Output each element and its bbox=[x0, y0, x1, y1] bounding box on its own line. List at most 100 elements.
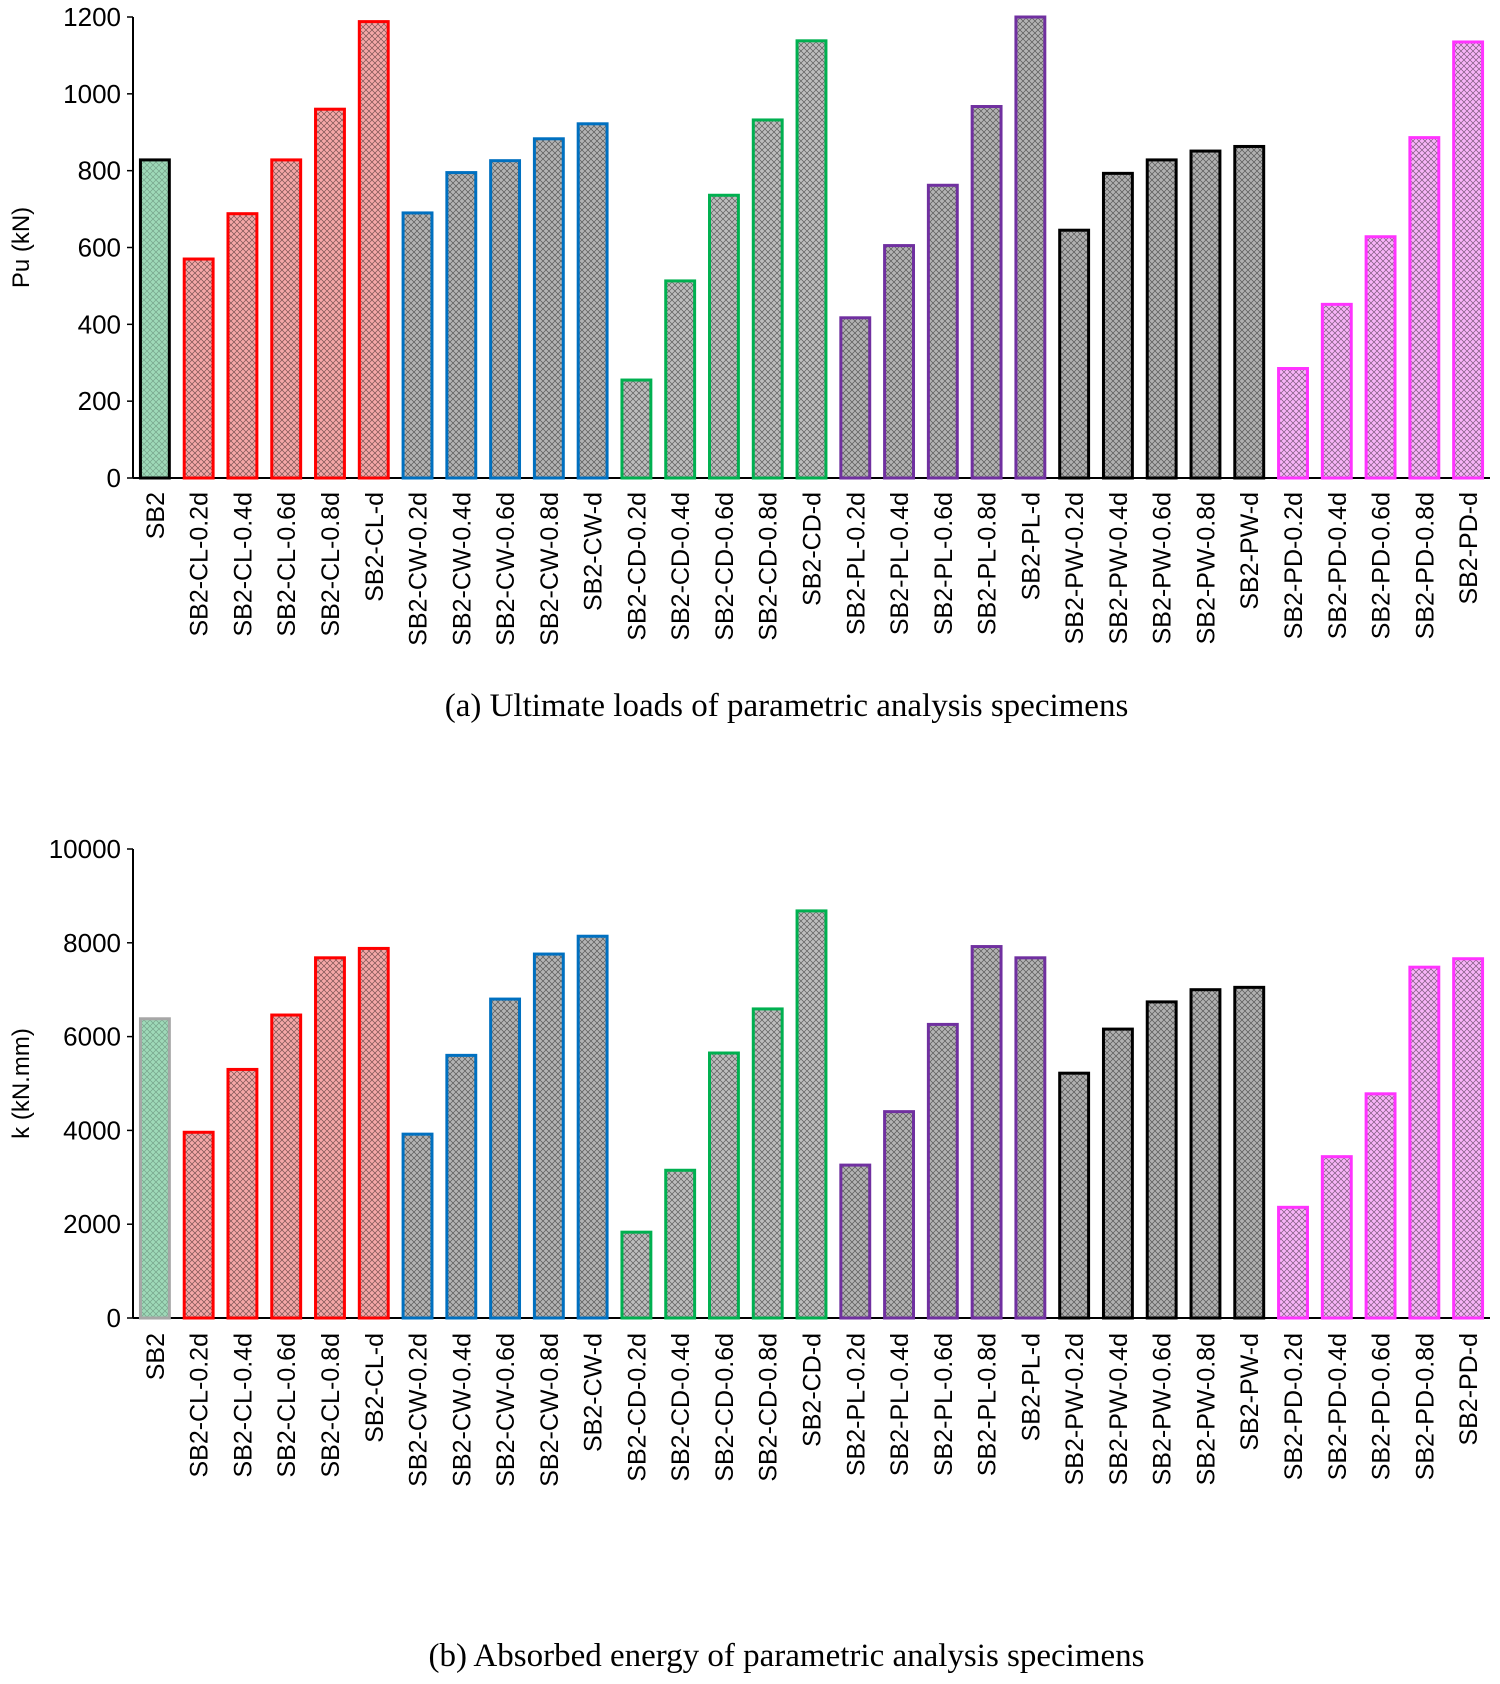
bar-sb2-cl-0_6d bbox=[270, 158, 303, 480]
x-tick-label: SB2-CW-0.4d bbox=[448, 1333, 476, 1487]
bar-sb2-pl-0_4d bbox=[883, 244, 915, 480]
bar-sb2-cw-d bbox=[576, 122, 609, 480]
x-tick-label: SB2-PW-d bbox=[1236, 492, 1264, 610]
x-tick-label: SB2-CL-0.6d bbox=[273, 492, 301, 637]
bar-sb2-pl-0_8d bbox=[970, 945, 1003, 1320]
x-tick-label: SB2-CD-0.8d bbox=[755, 492, 783, 641]
x-tick-label: SB2-PW-0.4d bbox=[1105, 1333, 1133, 1485]
bar-sb2-pw-d bbox=[1233, 144, 1266, 480]
bar-sb2 bbox=[138, 1017, 171, 1320]
x-tick-label: SB2-CL-0.8d bbox=[317, 492, 345, 637]
x-tick-label: SB2-PD-0.4d bbox=[1324, 492, 1352, 639]
x-tick-label: SB2-PD-0.2d bbox=[1280, 1333, 1308, 1480]
x-tick-label: SB2-PD-d bbox=[1455, 1333, 1483, 1446]
chart-caption: (b) Absorbed energy of parametric analys… bbox=[429, 1638, 1145, 1674]
bar-sb2-cw-0_6d bbox=[489, 159, 522, 480]
bar-sb2-pl-0_8d bbox=[970, 105, 1003, 480]
bar-sb2-cw-0_8d bbox=[532, 952, 565, 1320]
x-tick-label: SB2-CD-d bbox=[799, 492, 827, 606]
y-tick-label: 2000 bbox=[63, 1209, 121, 1239]
bar-sb2-cl-0_8d bbox=[314, 956, 346, 1320]
x-tick-label: SB2-PL-d bbox=[1017, 1333, 1045, 1441]
bar-sb2-cl-d bbox=[357, 20, 390, 480]
x-tick-label: SB2-PL-0.6d bbox=[930, 492, 958, 635]
x-tick-label: SB2-CD-d bbox=[799, 1333, 827, 1447]
y-axis-label: k (kN.mm) bbox=[8, 1028, 35, 1139]
x-tick-label: SB2-CW-0.2d bbox=[405, 1333, 433, 1487]
chart-caption: (a) Ultimate loads of parametric analysi… bbox=[445, 688, 1129, 724]
x-tick-label: SB2-CL-0.8d bbox=[317, 1333, 345, 1478]
x-tick-label: SB2-PL-0.4d bbox=[886, 1333, 914, 1476]
bar-sb2-cw-0_4d bbox=[445, 1053, 478, 1320]
y-tick-label: 0 bbox=[107, 463, 121, 493]
bar-sb2-pw-0_4d bbox=[1101, 171, 1134, 480]
x-tick-label: SB2-PD-0.6d bbox=[1368, 492, 1396, 639]
bar-sb2-pw-0_2d bbox=[1058, 1071, 1091, 1320]
x-tick-label: SB2-PW-0.6d bbox=[1149, 1333, 1177, 1485]
y-tick-label: 1000 bbox=[63, 79, 121, 109]
x-tick-label: SB2-PD-0.4d bbox=[1324, 1333, 1352, 1480]
x-tick-label: SB2-CL-0.4d bbox=[229, 1333, 257, 1478]
y-tick-label: 1200 bbox=[63, 2, 121, 32]
bar-sb2-cd-0_2d bbox=[620, 1230, 653, 1320]
x-tick-label: SB2-CD-0.6d bbox=[711, 1333, 739, 1482]
x-tick-label: SB2-PD-0.6d bbox=[1368, 1333, 1396, 1480]
bar-sb2-pd-d bbox=[1452, 40, 1485, 480]
x-tick-label: SB2-PW-0.4d bbox=[1105, 492, 1133, 644]
bar-sb2-cd-0_6d bbox=[708, 1051, 740, 1320]
x-tick-label: SB2-PL-0.6d bbox=[930, 1333, 958, 1476]
bar-sb2-pd-0_2d bbox=[1277, 1205, 1309, 1320]
bar-sb2-pl-0_2d bbox=[839, 316, 872, 480]
x-tick-label: SB2-PD-d bbox=[1455, 492, 1483, 605]
bar-sb2-cl-0_6d bbox=[270, 1013, 303, 1320]
x-tick-label: SB2-PW-d bbox=[1236, 1333, 1264, 1451]
x-tick-label: SB2-CD-0.4d bbox=[667, 492, 695, 641]
bar-sb2-cw-0_4d bbox=[445, 171, 478, 480]
bar-sb2-pw-0_8d bbox=[1189, 149, 1222, 480]
x-tick-label: SB2-CW-0.8d bbox=[536, 492, 564, 646]
x-tick-label: SB2 bbox=[142, 1333, 170, 1380]
bar-sb2-cl-0_2d bbox=[182, 257, 215, 480]
x-tick-label: SB2-CD-0.2d bbox=[623, 492, 651, 641]
bar-sb2-pw-0_6d bbox=[1145, 1000, 1178, 1320]
absorbed-energy-chart: 0 2000 4000 6000 8000 10000 k (kN.mm) SB2 SB2-CL… bbox=[8, 834, 1490, 1674]
x-tick-label: SB2-PL-d bbox=[1017, 492, 1045, 600]
y-tick-label: 400 bbox=[78, 309, 121, 339]
x-tick-label: SB2-CL-0.2d bbox=[186, 492, 214, 637]
x-tick-label: SB2-PD-0.2d bbox=[1280, 492, 1308, 639]
bar-sb2-cl-0_4d bbox=[226, 212, 259, 480]
y-tick-label: 10000 bbox=[49, 834, 121, 864]
bar-sb2-cd-0_2d bbox=[620, 378, 653, 480]
bar-sb2-cw-0_2d bbox=[401, 1132, 434, 1320]
ultimate-load-chart: 0 200 400 600 800 1000 1200 Pu (kN) SB2 SB2-CL-0.… bbox=[8, 2, 1490, 724]
x-tick-label: SB2-PW-0.8d bbox=[1192, 492, 1220, 644]
bar-sb2-pw-0_2d bbox=[1058, 228, 1091, 480]
bar-sb2-pd-0_8d bbox=[1408, 136, 1441, 480]
bar-sb2-pl-0_6d bbox=[926, 1022, 959, 1320]
x-tick-label: SB2-PL-0.2d bbox=[842, 492, 870, 635]
bar-sb2-cl-0_4d bbox=[226, 1067, 259, 1320]
bar-sb2-pd-0_4d bbox=[1320, 302, 1353, 480]
y-tick-label: 8000 bbox=[63, 928, 121, 958]
x-tick-label: SB2-CW-0.6d bbox=[492, 492, 520, 646]
x-tick-label: SB2-PD-0.8d bbox=[1411, 1333, 1439, 1480]
x-tick-label: SB2-PL-0.2d bbox=[842, 1333, 870, 1476]
x-tick-label: SB2-PW-0.6d bbox=[1149, 492, 1177, 644]
bar-sb2-cl-0_2d bbox=[182, 1130, 215, 1320]
bar-sb2-cd-0_4d bbox=[664, 279, 697, 480]
x-tick-label: SB2-CL-0.6d bbox=[273, 1333, 301, 1478]
bar-sb2-pl-d bbox=[1014, 15, 1047, 480]
bar-sb2-pl-0_6d bbox=[926, 183, 959, 480]
y-tick-label: 200 bbox=[78, 386, 121, 416]
x-tick-label: SB2-CL-d bbox=[361, 492, 389, 602]
x-tick-label: SB2-PW-0.2d bbox=[1061, 492, 1089, 644]
x-tick-label: SB2-CW-0.6d bbox=[492, 1333, 520, 1487]
bar-sb2 bbox=[138, 158, 171, 480]
y-tick-label: 600 bbox=[78, 233, 121, 263]
x-tick-label: SB2-CL-0.4d bbox=[229, 492, 257, 637]
bar-sb2-cw-d bbox=[576, 934, 609, 1320]
bar-sb2-pd-0_2d bbox=[1277, 367, 1309, 480]
x-tick-label: SB2-CL-d bbox=[361, 1333, 389, 1443]
